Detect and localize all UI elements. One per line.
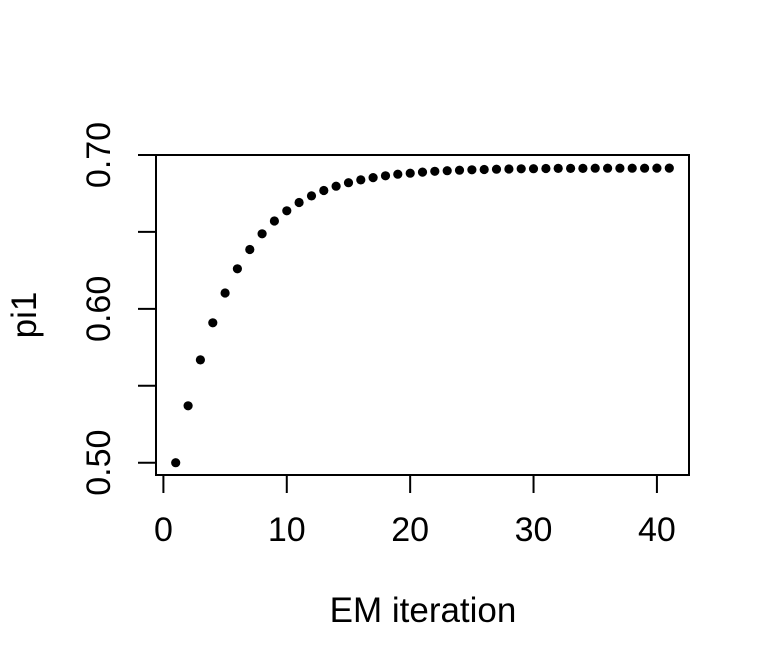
data-point xyxy=(405,168,415,178)
data-point xyxy=(664,163,674,173)
data-point xyxy=(528,164,539,174)
y-axis-title: pi1 xyxy=(5,292,44,339)
data-point xyxy=(269,216,279,226)
data-point xyxy=(343,178,354,188)
data-point xyxy=(208,318,218,328)
data-point xyxy=(553,163,563,173)
data-point xyxy=(306,191,317,201)
data-point xyxy=(516,164,526,174)
data-point xyxy=(195,355,205,365)
data-point xyxy=(652,163,662,173)
data-point xyxy=(467,165,477,175)
y-tick-label: 0.50 xyxy=(80,430,118,496)
data-point xyxy=(578,163,588,173)
y-tick-label: 0.70 xyxy=(80,122,118,188)
data-point xyxy=(220,288,230,298)
data-point xyxy=(245,244,255,255)
data-point xyxy=(380,171,391,181)
plot-area: 0 10 20 30 40 0.50 0.60 0.70 xyxy=(80,122,690,549)
data-point xyxy=(319,185,329,196)
x-axis-title: EM iteration xyxy=(330,591,517,630)
data-point xyxy=(442,166,452,176)
data-point xyxy=(454,165,465,175)
data-point xyxy=(232,264,242,274)
data-point xyxy=(331,181,341,191)
data-point xyxy=(356,175,366,185)
data-point xyxy=(430,166,440,176)
y-tick-label: 0.60 xyxy=(80,276,118,342)
data-point xyxy=(183,401,193,411)
data-point xyxy=(479,164,489,175)
data-point xyxy=(257,229,267,239)
plot-border xyxy=(155,154,690,476)
x-tick-label: 0 xyxy=(154,511,173,549)
x-tick-label: 30 xyxy=(515,511,553,549)
data-point xyxy=(491,164,502,174)
data-point xyxy=(590,163,600,173)
data-point xyxy=(640,163,650,173)
data-point xyxy=(627,163,637,173)
data-point xyxy=(603,163,613,173)
data-point xyxy=(615,163,625,173)
data-point xyxy=(368,173,378,183)
data-point xyxy=(541,163,551,174)
x-tick-label: 10 xyxy=(268,511,306,549)
data-point xyxy=(282,206,292,216)
x-tick-label: 20 xyxy=(391,511,429,549)
data-point xyxy=(417,167,428,177)
data-point xyxy=(294,197,304,208)
data-point xyxy=(566,163,576,173)
x-tick-label: 40 xyxy=(638,511,676,549)
data-point xyxy=(171,458,181,468)
data-point xyxy=(393,169,403,179)
data-point xyxy=(504,164,514,174)
